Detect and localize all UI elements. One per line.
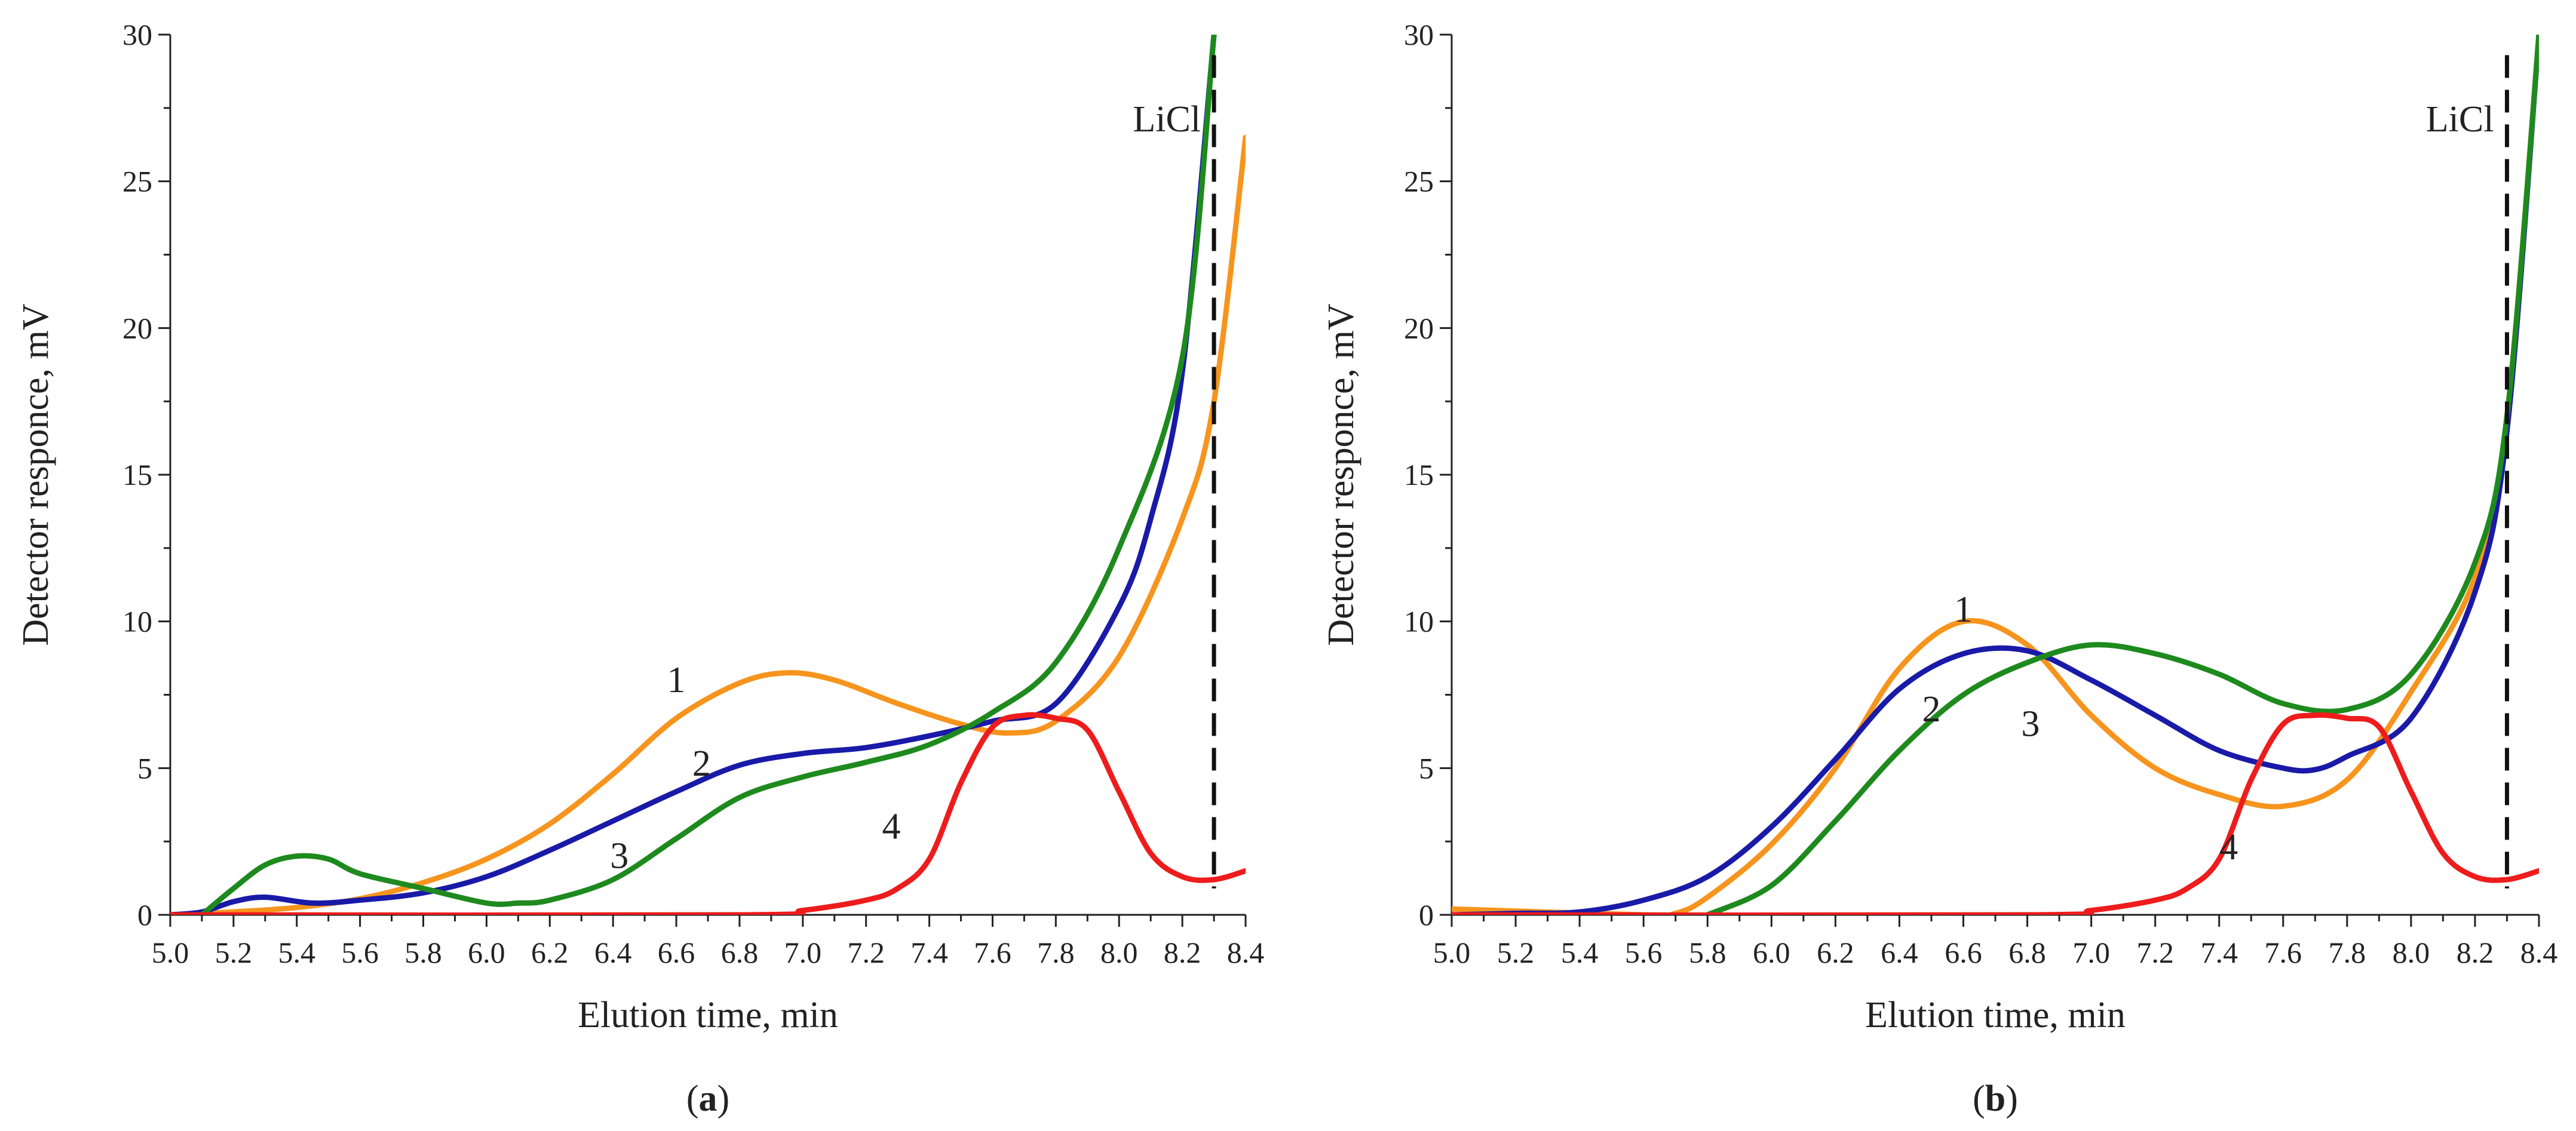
x-tick-label: 7.0: [2072, 936, 2110, 969]
x-tick-label: 5.2: [1497, 936, 1535, 969]
x-tick-label: 6.6: [1945, 936, 1982, 969]
series-label-2: 2: [1922, 689, 1940, 730]
panel-label-open: (: [1973, 1078, 1985, 1119]
x-tick-label: 5.6: [341, 936, 379, 969]
series-label-1: 1: [667, 660, 686, 700]
y-tick-label: 0: [1419, 898, 1434, 932]
panel-label-letter: a: [699, 1078, 717, 1119]
x-axis-title: Elution time, min: [578, 995, 838, 1035]
licl-marker-label: LiCl: [1133, 99, 1201, 140]
y-tick-label: 20: [1404, 311, 1434, 345]
x-tick-label: 6.0: [468, 936, 505, 969]
x-tick-label: 5.8: [1689, 936, 1726, 969]
x-tick-label: 8.0: [2393, 936, 2430, 969]
y-tick-label: 10: [122, 605, 152, 638]
series-line-3: [1704, 35, 2539, 915]
panel-label-close: ): [2005, 1078, 2018, 1119]
series-line-2: [1452, 35, 2539, 915]
x-tick-label: 5.4: [1561, 936, 1599, 969]
series-line-4: [1452, 712, 2539, 915]
series-line-4: [170, 712, 1246, 915]
x-tick-label: 5.8: [404, 936, 442, 969]
series-label-3: 3: [2021, 704, 2040, 745]
series-line-3: [199, 35, 1217, 915]
x-tick-label: 8.4: [2520, 936, 2558, 969]
y-tick-label: 25: [1404, 165, 1434, 198]
x-tick-label: 5.0: [1433, 936, 1471, 969]
x-tick-label: 6.6: [658, 936, 695, 969]
x-tick-label: 5.4: [278, 936, 316, 969]
series-label-3: 3: [610, 836, 628, 877]
chart-panel-b: 5.0 5.2 5.4 5.6 5.8 6.0 6.2 6.4 6.6 6.8 7.0 7.2 7.4 7…: [1321, 18, 2557, 1119]
y-tick-label: 25: [122, 165, 152, 198]
panel-label: (a): [686, 1078, 729, 1119]
x-tick-label: 8.2: [1164, 936, 1201, 969]
y-axis-title: Detector responce, mV: [1321, 303, 1361, 646]
x-tick-label: 6.8: [2008, 936, 2046, 969]
x-tick-label: 6.4: [1881, 936, 1918, 969]
series-label-4: 4: [882, 807, 901, 847]
y-tick-label: 30: [1404, 18, 1434, 51]
x-tick-label: 6.4: [594, 936, 632, 969]
y-tick-label: 0: [137, 898, 152, 932]
x-axis-title: Elution time, min: [1865, 995, 2126, 1035]
y-axis-title: Detector responce, mV: [16, 303, 56, 646]
series-line-2: [170, 35, 1217, 915]
x-tick-label: 5.6: [1625, 936, 1663, 969]
series-line-1: [1452, 35, 2539, 915]
x-tick-label: 8.0: [1100, 936, 1138, 969]
x-tick-label: 5.2: [215, 936, 253, 969]
y-tick-label: 15: [122, 458, 152, 491]
x-tick-label: 7.4: [910, 936, 948, 969]
panel-label: (b): [1973, 1078, 2018, 1119]
series-line-1: [170, 134, 1246, 915]
x-tick-label: 7.8: [1037, 936, 1075, 969]
x-tick-label: 7.6: [974, 936, 1011, 969]
x-tick-label: 7.0: [784, 936, 822, 969]
y-tick-label: 20: [122, 311, 152, 345]
y-tick-label: 15: [1404, 458, 1434, 491]
panel-label-close: ): [717, 1078, 730, 1119]
series-label-4: 4: [2219, 827, 2238, 868]
y-tick-label: 10: [1404, 605, 1434, 638]
x-tick-label: 7.4: [2200, 936, 2238, 969]
panel-label-letter: b: [1985, 1078, 2005, 1119]
x-tick-label: 7.2: [847, 936, 885, 969]
x-tick-label: 8.2: [2457, 936, 2494, 969]
x-tick-label: 6.2: [531, 936, 569, 969]
licl-marker-label: LiCl: [2426, 99, 2494, 140]
x-tick-label: 6.8: [721, 936, 759, 969]
y-tick-label: 30: [122, 18, 152, 51]
x-tick-label: 5.0: [152, 936, 189, 969]
panel-label-open: (: [686, 1078, 699, 1119]
y-tick-label: 5: [1419, 751, 1434, 785]
series-label-2: 2: [692, 743, 711, 784]
series-label-1: 1: [1954, 589, 1973, 630]
x-tick-label: 6.0: [1753, 936, 1790, 969]
x-tick-label: 7.8: [2329, 936, 2366, 969]
y-tick-label: 5: [137, 751, 152, 785]
x-tick-label: 8.4: [1227, 936, 1265, 969]
x-tick-label: 7.2: [2136, 936, 2174, 969]
x-tick-label: 7.6: [2265, 936, 2302, 969]
plot-area: [1452, 35, 2539, 915]
x-tick-label: 6.2: [1817, 936, 1854, 969]
plot-area: [170, 35, 1246, 915]
chart-panel-a: 5.0 5.2 5.4 5.6 5.8 6.0 6.2 6.4 6.6 6.8 7.0 7.2 7.4 7…: [16, 18, 1264, 1119]
